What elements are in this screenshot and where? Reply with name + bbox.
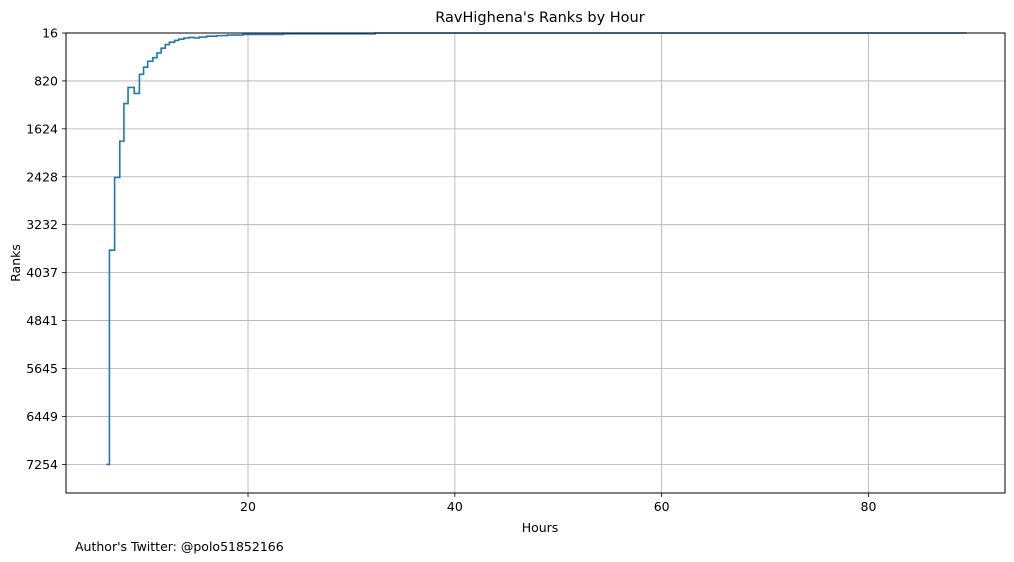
chart-title: RavHighena's Ranks by Hour — [435, 10, 644, 26]
y-tick-label: 4841 — [26, 313, 58, 328]
y-tick-label: 5645 — [26, 361, 58, 376]
y-tick-label: 3232 — [26, 217, 58, 232]
y-tick-label: 6449 — [26, 409, 58, 424]
y-tick-label: 16 — [42, 26, 58, 41]
series-layer — [106, 32, 967, 466]
y-axis-label: Ranks — [8, 244, 23, 282]
y-tick-label: 820 — [34, 73, 58, 88]
y-tick-label: 7254 — [26, 457, 58, 472]
y-tick-label: 2428 — [26, 169, 58, 184]
y-tick-label: 4037 — [26, 265, 58, 280]
author-footer: Author's Twitter: @polo51852166 — [75, 539, 284, 554]
x-axis: 20 40 60 80 — [240, 493, 876, 514]
y-axis: 16 820 1624 2428 3232 4037 4841 5645 6449 7254 — [26, 26, 66, 472]
plot-frame — [65, 32, 1006, 494]
x-tick-label: 60 — [654, 499, 670, 514]
x-tick-label: 80 — [861, 499, 877, 514]
series-line-ravhighena — [106, 32, 967, 466]
x-tick-label: 20 — [240, 499, 256, 514]
y-tick-label: 1624 — [26, 121, 58, 136]
x-tick-label: 40 — [447, 499, 463, 514]
x-axis-label: Hours — [522, 520, 559, 535]
